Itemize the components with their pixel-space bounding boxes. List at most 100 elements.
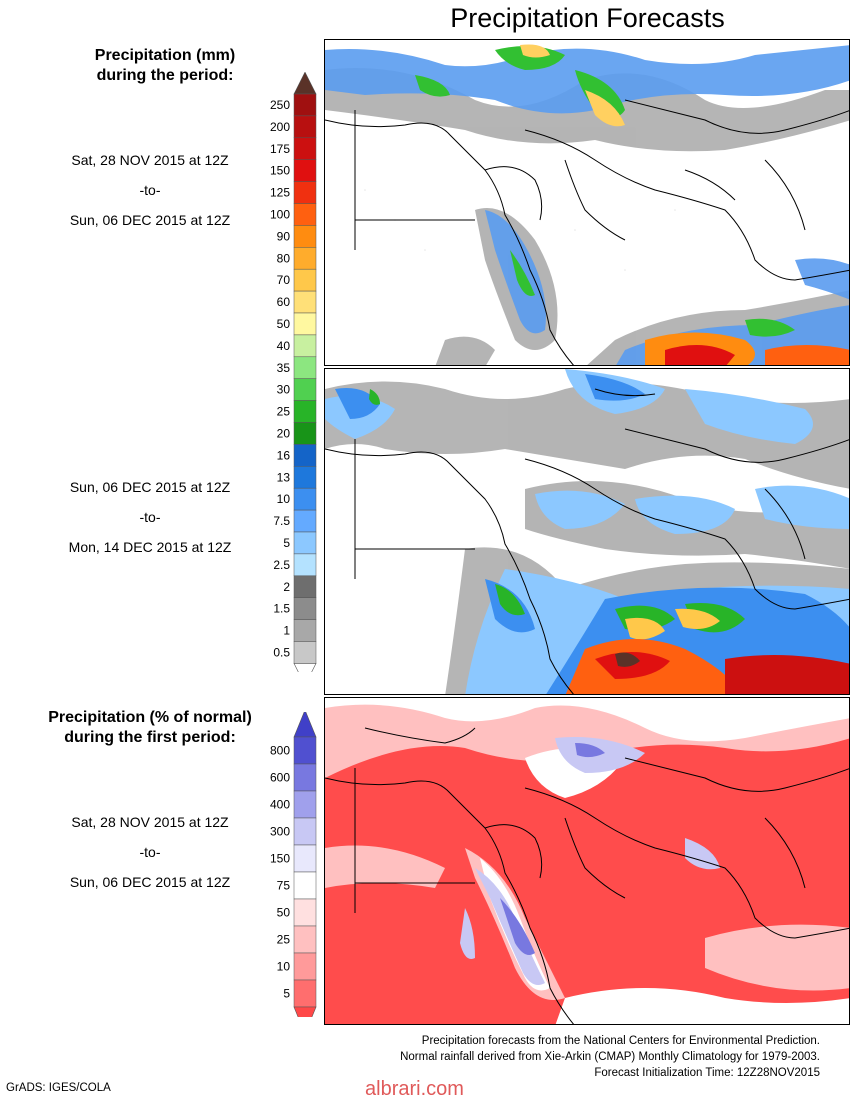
mm-header-line1: Precipitation (mm) — [94, 47, 236, 64]
pct-scale-label: 5 — [283, 987, 290, 1001]
mm-header-line2: during the period: — [96, 67, 234, 84]
pct-color-scale: 800 600 400 300 150 75 50 25 10 5 — [250, 709, 320, 1035]
mm-scale-swatch — [293, 487, 317, 511]
mm-scale-label: 7.5 — [273, 514, 290, 528]
page-title-wrap: Precipitation Forecasts — [325, 0, 850, 36]
precip-map-period1 — [324, 39, 850, 366]
pct-scale-swatch — [293, 763, 317, 792]
mm-scale-swatch — [293, 290, 317, 314]
mm-scale-label: 0.5 — [273, 645, 290, 659]
pct-scale-swatch — [293, 925, 317, 954]
footer-notes: Precipitation forecasts from the Nationa… — [330, 1033, 820, 1081]
mm-scale-swatch — [293, 334, 317, 358]
mm-scale-swatch — [293, 159, 317, 182]
pct-scale-swatch — [293, 844, 317, 873]
page-title: Precipitation Forecasts — [450, 3, 725, 33]
mm-scale-swatch — [293, 466, 317, 489]
period1-end: Sun, 06 DEC 2015 at 12Z — [69, 212, 231, 228]
mm-scale-label: 1.5 — [273, 602, 290, 616]
pct-header: Precipitation (% of normal) during the f… — [20, 708, 280, 748]
mm-scale-swatch — [293, 137, 317, 160]
pct-scale-bottom-arrow — [293, 1006, 317, 1035]
pct-scale-top-arrow — [293, 709, 317, 738]
pct-scale-label: 800 — [270, 744, 290, 758]
mm-scale-swatch — [293, 553, 317, 577]
mm-scale-label: 80 — [277, 251, 291, 265]
mm-scale-label: 35 — [277, 361, 291, 375]
pct-scale-swatch — [293, 871, 317, 900]
mm-scale-swatch — [293, 247, 317, 270]
mm-scale-label: 20 — [277, 426, 291, 440]
mm-scale-swatch — [293, 312, 317, 336]
mm-scale-label: 10 — [277, 492, 291, 506]
mm-scale-label: 2 — [283, 580, 290, 594]
pct-scale-label: 400 — [270, 798, 290, 812]
period3-end: Sun, 06 DEC 2015 at 12Z — [69, 874, 231, 890]
mm-scale-label: 150 — [270, 164, 290, 178]
pct-scale-label: 50 — [277, 906, 291, 920]
mm-scale-swatch — [293, 597, 317, 620]
mm-scale-swatch — [293, 641, 317, 664]
grads-credit: GrADS: IGES/COLA — [6, 1082, 111, 1094]
mm-scale-swatch — [293, 115, 317, 139]
mm-scale-swatch — [293, 400, 317, 423]
mm-color-scale: 250 200 175 150 125 100 90 80 70 60 50 40 35 30 25 20 16… — [250, 71, 320, 686]
period1-start: Sat, 28 NOV 2015 at 12Z — [71, 152, 229, 168]
pct-scale-svg: 800 600 400 300 150 75 50 25 10 5 — [270, 709, 317, 1035]
mm-scale-label: 125 — [270, 186, 290, 200]
pct-scale-swatch — [293, 736, 317, 765]
pct-normal-map — [324, 697, 850, 1025]
mm-scale-label: 40 — [277, 339, 291, 353]
pct-scale-label: 600 — [270, 771, 290, 785]
mm-scale-label: 60 — [277, 295, 291, 309]
pct-header-line2: during the first period: — [64, 729, 236, 746]
mm-scale-swatch — [293, 181, 317, 204]
period2-start: Sun, 06 DEC 2015 at 12Z — [69, 479, 231, 495]
mm-scale-swatch — [293, 93, 317, 117]
mm-scale-swatch — [293, 203, 317, 226]
mm-scale-label: 100 — [270, 207, 290, 221]
mm-scale-label: 5 — [283, 536, 290, 550]
mm-scale-svg: 2502001751501251009080706050403530252016… — [270, 71, 317, 686]
period2-to: -to- — [139, 509, 161, 525]
mm-scale-swatch — [293, 378, 317, 401]
period3-label: Sat, 28 NOV 2015 at 12Z -to- Sun, 06 DEC… — [30, 814, 270, 904]
mm-header: Precipitation (mm) during the period: — [40, 46, 290, 86]
mm-scale-swatch — [293, 509, 317, 533]
mm-scale-label: 30 — [277, 383, 291, 397]
pct-scale-swatch — [293, 790, 317, 819]
mm-scale-swatch — [293, 619, 317, 642]
mm-scale-label: 175 — [270, 142, 290, 156]
pct-scale-swatch — [293, 979, 317, 1008]
period3-start: Sat, 28 NOV 2015 at 12Z — [71, 814, 229, 830]
mm-scale-top-arrow — [293, 71, 317, 95]
pct-scale-label: 25 — [277, 933, 291, 947]
mm-scale-label: 13 — [277, 470, 291, 484]
mm-scale-swatch — [293, 356, 317, 379]
mm-scale-bottom-arrow — [293, 663, 317, 686]
pct-scale-label: 300 — [270, 825, 290, 839]
mm-scale-label: 2.5 — [273, 558, 290, 572]
mm-scale-label: 90 — [277, 229, 291, 243]
watermark: albrari.com — [365, 1078, 464, 1100]
pct-scale-swatch — [293, 817, 317, 846]
pct-scale-label: 75 — [277, 879, 291, 893]
period2-label: Sun, 06 DEC 2015 at 12Z -to- Mon, 14 DEC… — [30, 479, 270, 569]
period1-label: Sat, 28 NOV 2015 at 12Z -to- Sun, 06 DEC… — [30, 152, 270, 242]
mm-scale-swatch — [293, 422, 317, 445]
mm-scale-label: 25 — [277, 405, 291, 419]
mm-scale-label: 1 — [283, 624, 290, 638]
mm-scale-swatch — [293, 575, 317, 598]
mm-scale-label: 16 — [277, 448, 291, 462]
footer-line1: Precipitation forecasts from the Nationa… — [421, 1035, 820, 1047]
mm-scale-label: 70 — [277, 273, 291, 287]
mm-scale-swatch — [293, 531, 317, 555]
mm-scale-label: 200 — [270, 120, 290, 134]
pct-header-line1: Precipitation (% of normal) — [48, 709, 252, 726]
period3-to: -to- — [139, 844, 161, 860]
mm-scale-swatch — [293, 225, 317, 248]
pct-scale-swatch — [293, 898, 317, 927]
mm-scale-label: 50 — [277, 317, 291, 331]
footer-line2: Normal rainfall derived from Xie-Arkin (… — [400, 1051, 820, 1063]
period1-to: -to- — [139, 182, 161, 198]
